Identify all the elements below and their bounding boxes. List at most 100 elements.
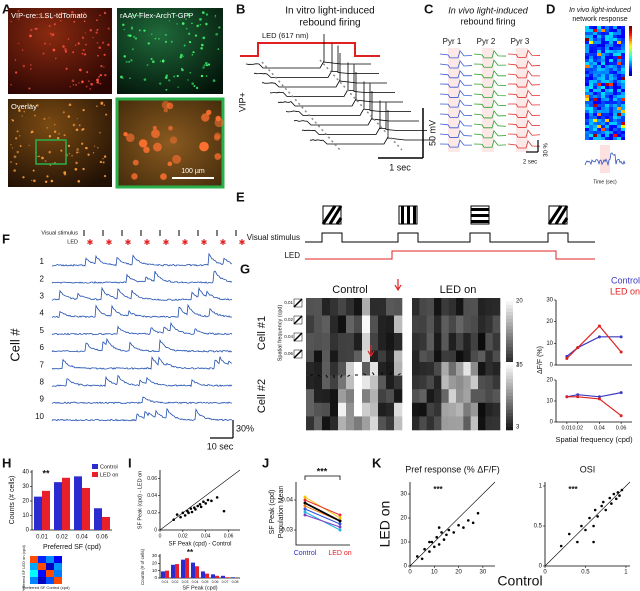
- heat-cell: [613, 80, 617, 83]
- y-tick-label: 40: [22, 470, 29, 476]
- tuning-point: [565, 357, 569, 360]
- heat-cell: [589, 125, 593, 128]
- cell-body: [150, 57, 153, 61]
- tuning-point: [576, 393, 580, 397]
- heat-cell: [306, 402, 315, 417]
- heat-cell: [362, 333, 371, 351]
- label: LED: [67, 239, 78, 245]
- heat-cell: [601, 62, 605, 65]
- cell-body: [191, 22, 193, 25]
- heat-cell: [605, 80, 609, 83]
- heat-cell: [613, 86, 617, 89]
- x-tick-label: 0.01: [36, 535, 48, 541]
- heat-cell: [593, 62, 597, 65]
- cell-body: [71, 155, 73, 157]
- cell-body: [152, 125, 157, 131]
- cell-body: [215, 32, 219, 36]
- heat-cell: [621, 44, 625, 47]
- cell-body: [21, 49, 24, 51]
- label: Pyr 1: [443, 37, 462, 46]
- scatter-point: [476, 511, 480, 515]
- heat-cell: [456, 333, 464, 351]
- trace: [473, 119, 507, 129]
- cell-body: [176, 23, 178, 25]
- cell-body: [19, 135, 21, 137]
- heat-cell: [593, 83, 597, 86]
- trace: [261, 53, 387, 88]
- tuning-point: [619, 350, 623, 354]
- heat-cell: [605, 92, 609, 95]
- heat-cell: [492, 315, 501, 334]
- cell-body: [97, 147, 99, 149]
- led-marker: ✱: [163, 238, 170, 247]
- matrix-cell: [38, 570, 46, 577]
- cell-body: [138, 139, 148, 148]
- cell-body: [100, 102, 104, 106]
- heat-cell: [589, 44, 593, 47]
- colorbar: [506, 315, 513, 320]
- heat-cell: [386, 298, 395, 316]
- label: 2 sec: [523, 160, 537, 166]
- x-tick-label: Control: [294, 550, 317, 557]
- scatter-point: [616, 491, 620, 494]
- heat-cell: [617, 98, 621, 101]
- cell-body: [81, 36, 85, 39]
- cell-body: [205, 22, 208, 26]
- x-tick-label: 0.04: [594, 425, 605, 431]
- cell-body: [82, 108, 85, 112]
- heat-cell: [597, 89, 601, 92]
- heat-cell: [617, 80, 621, 83]
- colorbar: [506, 402, 513, 407]
- cell-body: [215, 115, 221, 122]
- heat-cell: [601, 116, 605, 119]
- heat-cell: [585, 89, 589, 92]
- heat-cell: [621, 74, 625, 77]
- heat-cell: [492, 350, 501, 369]
- heat-cell: [617, 137, 621, 140]
- cell-body: [68, 103, 72, 107]
- cell-body: [125, 133, 135, 142]
- trace: [245, 34, 371, 69]
- heat-cell: [593, 41, 597, 44]
- heat-cell: [613, 35, 617, 38]
- scatter-point: [610, 502, 613, 505]
- led-window: [482, 48, 494, 152]
- cell-body: [201, 113, 210, 122]
- cell-body: [202, 66, 205, 69]
- cell-body: [192, 51, 195, 54]
- cell-body: [205, 13, 209, 16]
- heat-cell: [314, 350, 323, 369]
- legend-swatch: [92, 472, 98, 477]
- cell-body: [103, 155, 107, 158]
- scatter-point: [600, 504, 603, 508]
- colorbar: [506, 419, 513, 424]
- heat-cell: [601, 47, 605, 50]
- cell-body: [58, 133, 60, 135]
- bar: [165, 570, 169, 578]
- cell-body: [181, 22, 185, 25]
- label: 100 µm: [181, 168, 205, 175]
- heat-cell: [621, 89, 625, 92]
- cell-body: [138, 29, 141, 32]
- cell-body: [52, 48, 56, 52]
- cell-body: [96, 78, 99, 82]
- direction-arrow: [363, 373, 367, 376]
- heat-cell: [613, 41, 617, 44]
- cell-number: 8: [40, 378, 45, 387]
- heat-cell: [463, 402, 471, 417]
- cell-body: [90, 82, 93, 86]
- heat-cell: [370, 298, 379, 316]
- heat-cell: [597, 68, 601, 71]
- trace: [51, 286, 233, 301]
- heat-cell: [412, 315, 420, 334]
- direction-arrow: [325, 374, 328, 378]
- heat-cell: [609, 107, 613, 110]
- bar: [191, 562, 195, 578]
- heat-cell: [441, 362, 449, 376]
- cell-body: [163, 108, 168, 113]
- heat-cell: [613, 89, 617, 92]
- heat-cell: [593, 74, 597, 77]
- label: rebound firing: [299, 18, 360, 29]
- tuning-curve: [566, 325, 622, 359]
- heat-cell: [617, 86, 621, 89]
